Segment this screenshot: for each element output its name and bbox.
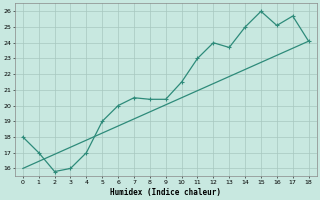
X-axis label: Humidex (Indice chaleur): Humidex (Indice chaleur) (110, 188, 221, 197)
